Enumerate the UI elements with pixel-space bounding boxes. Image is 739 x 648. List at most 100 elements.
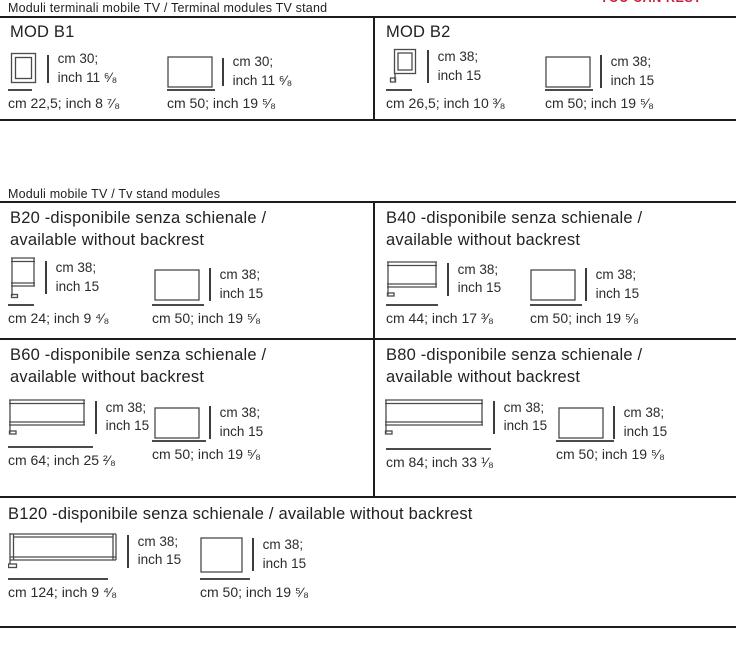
height-labels: cm 38; inch 15 bbox=[611, 53, 655, 90]
rule-b120-top bbox=[0, 496, 736, 498]
height-cm-label: cm 30; bbox=[232, 54, 274, 69]
dimension-group: cm 38; inch 15 bbox=[154, 404, 263, 441]
width-dimension: cm 22,5; inch 8 ⁷⁄₈ bbox=[8, 89, 120, 111]
height-labels: cm 38; inch 15 bbox=[504, 399, 548, 436]
top-view-icon bbox=[154, 268, 200, 301]
height-cm-label: cm 38; bbox=[137, 533, 179, 549]
height-tick bbox=[209, 268, 211, 301]
height-cm-label: cm 38; bbox=[610, 54, 652, 69]
height-cm-label: cm 38; bbox=[503, 399, 545, 415]
width-dimension-line bbox=[8, 578, 108, 580]
height-labels: cm 38; inch 15 bbox=[220, 404, 264, 441]
height-inch-label: inch 15 bbox=[503, 418, 548, 433]
width-label: cm 50; inch 19 ⁵⁄₈ bbox=[152, 309, 261, 326]
height-cm-label: cm 38; bbox=[105, 399, 147, 415]
height-cm-label: cm 38; bbox=[457, 261, 499, 277]
divider-terminal-vertical bbox=[373, 16, 375, 121]
top-view-icon bbox=[545, 55, 591, 88]
height-inch-label: inch 15 bbox=[623, 423, 668, 439]
height-labels: cm 38; inch 15 bbox=[596, 266, 640, 303]
height-cm-label: cm 38; bbox=[437, 49, 479, 64]
width-dimension-line bbox=[8, 304, 34, 306]
width-dimension: cm 50; inch 19 ⁵⁄₈ bbox=[545, 89, 654, 111]
dimension-group: cm 38; inch 15 bbox=[384, 398, 547, 436]
width-label: cm 64; inch 25 ²⁄₈ bbox=[8, 451, 116, 468]
b40-side-view-icon bbox=[386, 261, 437, 297]
width-dimension: cm 44; inch 17 ³⁄₈ bbox=[386, 304, 494, 326]
height-labels: cm 38; inch 15 bbox=[220, 266, 264, 303]
width-dimension: cm 84; inch 33 ¹⁄₈ bbox=[386, 448, 494, 470]
height-tick bbox=[209, 406, 211, 439]
width-dimension: cm 124; inch 9 ⁴⁄₈ bbox=[8, 578, 117, 600]
height-labels: cm 38; inch 15 bbox=[138, 533, 182, 570]
width-dimension-line bbox=[530, 304, 582, 306]
dimension-group: cm 38; inch 15 bbox=[545, 53, 654, 90]
height-cm-label: cm 38; bbox=[55, 260, 97, 275]
top-view-icon bbox=[530, 268, 576, 301]
dimension-group: cm 38; inch 15 bbox=[558, 404, 667, 441]
rule-top bbox=[0, 16, 736, 18]
width-dimension-line bbox=[152, 304, 204, 306]
top-view-icon bbox=[200, 536, 243, 573]
b1-side-view-icon bbox=[10, 52, 37, 84]
module-title-mod-b1: MOD B1 bbox=[10, 23, 75, 41]
height-cm-label: cm 38; bbox=[219, 405, 261, 420]
width-dimension-line bbox=[545, 89, 593, 91]
module-title-b60: B60 -disponibile senza schienale / avail… bbox=[10, 346, 267, 386]
height-inch-label: inch 15 bbox=[105, 418, 150, 433]
b60-side-view-icon bbox=[8, 399, 85, 435]
width-dimension-line bbox=[556, 440, 614, 442]
top-view-icon bbox=[558, 406, 604, 439]
rule-bottom bbox=[0, 626, 736, 628]
height-inch-label: inch 15 bbox=[55, 278, 100, 294]
divider-stand-vertical bbox=[373, 201, 375, 498]
width-dimension: cm 50; inch 19 ⁵⁄₈ bbox=[556, 440, 665, 462]
height-tick bbox=[222, 57, 224, 86]
width-label: cm 26,5; inch 10 ³⁄₈ bbox=[386, 94, 506, 111]
height-tick bbox=[585, 268, 587, 301]
module-title-mod-b2: MOD B2 bbox=[386, 23, 451, 41]
height-inch-label: inch 15 bbox=[610, 72, 655, 88]
width-dimension: cm 50; inch 19 ⁵⁄₈ bbox=[530, 304, 639, 326]
b120-side-view-icon bbox=[8, 533, 117, 569]
top-view-icon bbox=[167, 55, 213, 88]
width-label: cm 84; inch 33 ¹⁄₈ bbox=[386, 453, 494, 470]
b2-side-view-icon bbox=[389, 48, 417, 83]
height-labels: cm 38; inch 15 bbox=[263, 536, 307, 573]
terminal-section-heading: Moduli terminali mobile TV / Terminal mo… bbox=[8, 1, 328, 15]
height-labels: cm 38; inch 15 bbox=[106, 399, 150, 436]
dimension-group: cm 38; inch 15 bbox=[154, 266, 263, 303]
module-title-b120: B120 -disponibile senza schienale / avai… bbox=[8, 505, 473, 523]
height-tick bbox=[600, 55, 602, 88]
width-dimension: cm 50; inch 19 ⁵⁄₈ bbox=[167, 89, 276, 111]
top-note-text: YOU CAN REST bbox=[600, 0, 702, 5]
height-tick bbox=[427, 50, 429, 83]
dimension-group: cm 38; inch 15 bbox=[386, 260, 501, 298]
width-dimension-line bbox=[8, 446, 93, 448]
b80-side-view-icon bbox=[384, 399, 483, 435]
dimension-group: cm 38; inch 15 bbox=[10, 256, 99, 299]
width-dimension-line bbox=[167, 89, 215, 91]
width-dimension: cm 64; inch 25 ²⁄₈ bbox=[8, 446, 116, 468]
width-dimension-line bbox=[152, 440, 206, 442]
width-dimension: cm 26,5; inch 10 ³⁄₈ bbox=[386, 89, 505, 111]
stand-section-heading: Moduli mobile TV / Tv stand modules bbox=[8, 187, 221, 201]
width-label: cm 124; inch 9 ⁴⁄₈ bbox=[8, 583, 118, 600]
dimension-group: cm 30; inch 11 ⁶⁄₈ bbox=[10, 50, 117, 87]
width-dimension-line bbox=[386, 448, 491, 450]
dimension-group: cm 38; inch 15 bbox=[8, 398, 149, 436]
height-labels: cm 38; inch 15 bbox=[438, 48, 482, 85]
top-view-icon bbox=[154, 406, 200, 439]
height-cm-label: cm 38; bbox=[623, 405, 665, 420]
rule-terminal-bottom bbox=[0, 119, 736, 121]
height-labels: cm 30; inch 11 ⁶⁄₈ bbox=[233, 53, 293, 90]
height-inch-label: inch 15 bbox=[262, 555, 307, 571]
width-label: cm 50; inch 19 ⁵⁄₈ bbox=[152, 445, 261, 462]
width-label: cm 50; inch 19 ⁵⁄₈ bbox=[200, 583, 309, 600]
height-labels: cm 30; inch 11 ⁶⁄₈ bbox=[58, 50, 118, 87]
height-tick bbox=[95, 400, 97, 434]
width-dimension: cm 50; inch 19 ⁵⁄₈ bbox=[152, 304, 261, 326]
module-title-b40: B40 -disponibile senza schienale / avail… bbox=[386, 209, 643, 249]
module-title-b20: B20 -disponibile senza schienale / avail… bbox=[10, 209, 267, 249]
